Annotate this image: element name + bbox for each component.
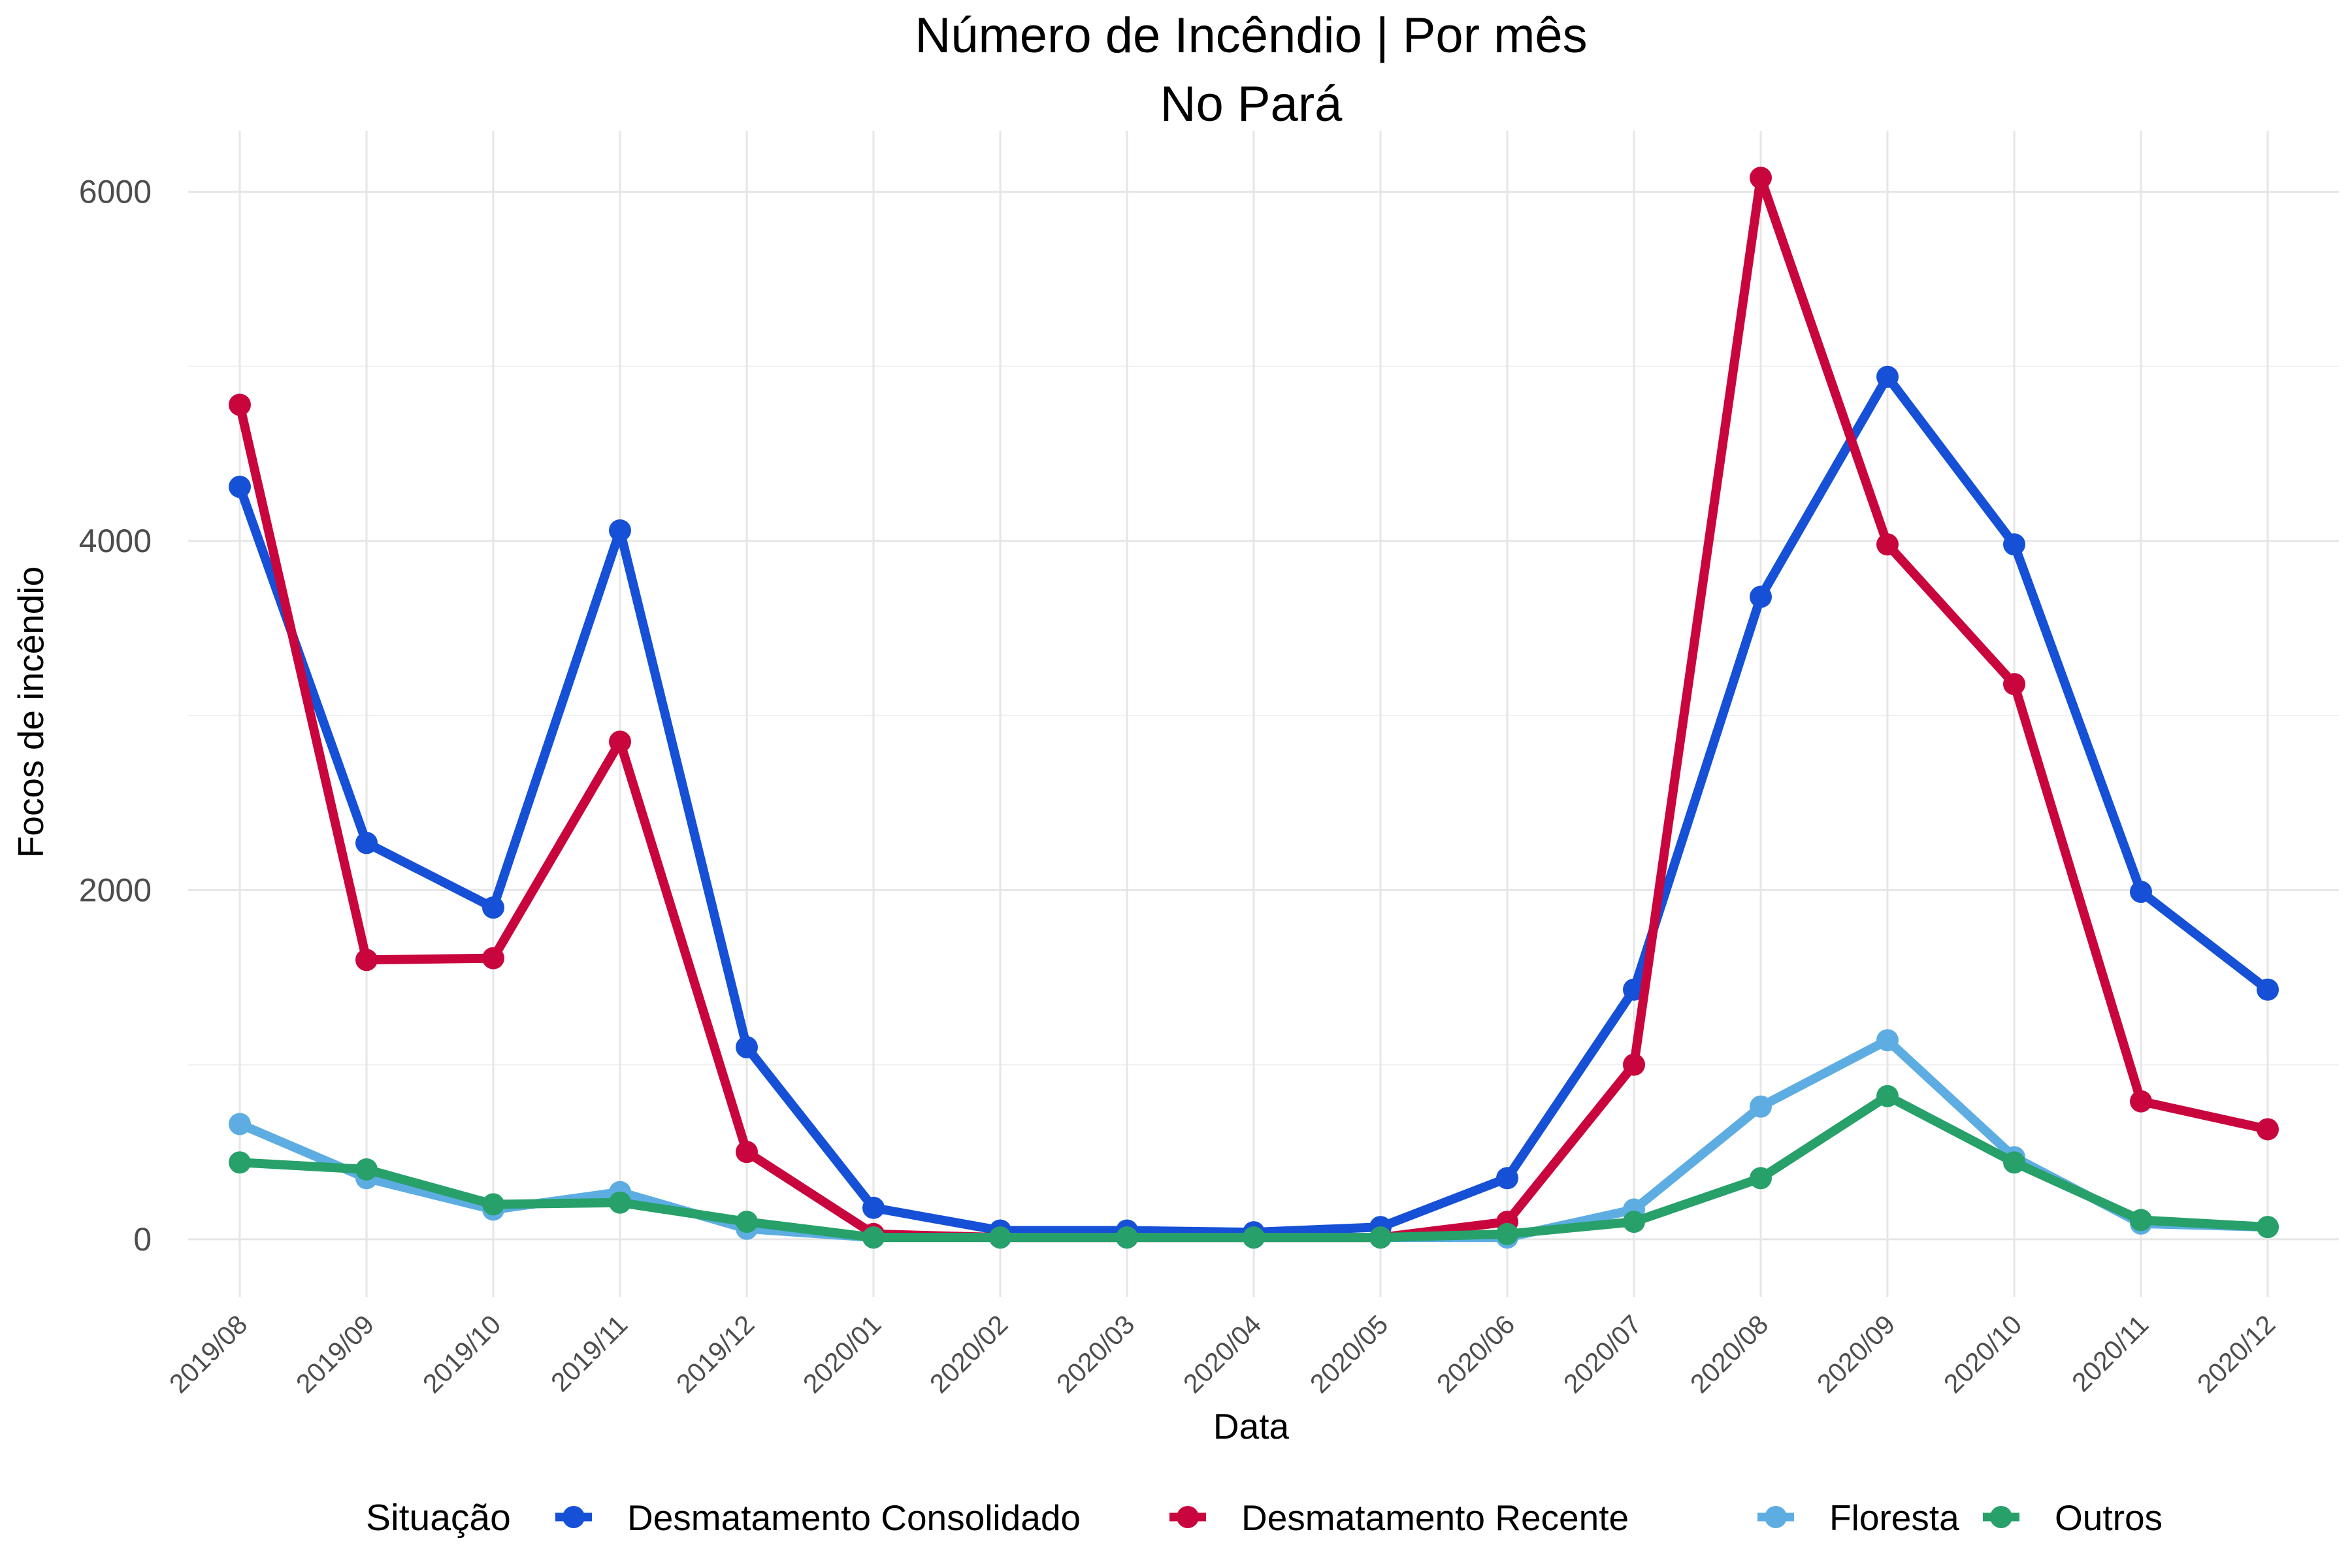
data-point xyxy=(482,896,504,919)
legend-key-point xyxy=(1177,1506,1199,1528)
data-point xyxy=(1623,1053,1645,1076)
x-axis-title: Data xyxy=(1213,1406,1290,1446)
x-tick-label: 2019/11 xyxy=(545,1309,633,1397)
data-point xyxy=(355,832,378,855)
data-point xyxy=(609,730,631,753)
data-point xyxy=(1750,167,1772,189)
x-tick-label: 2020/09 xyxy=(1811,1309,1901,1399)
series-layer xyxy=(229,167,2279,1249)
data-point xyxy=(1623,1211,1645,1233)
x-tick-label: 2020/11 xyxy=(2066,1309,2154,1397)
x-tick-label: 2020/05 xyxy=(1304,1309,1394,1399)
data-point xyxy=(1750,585,1772,608)
x-tick-label: 2020/02 xyxy=(924,1309,1013,1399)
legend-label: Outros xyxy=(2055,1497,2163,1538)
data-point xyxy=(2003,673,2025,696)
data-point xyxy=(229,1151,251,1174)
legend-title: Situação xyxy=(366,1497,511,1539)
x-tick-label: 2020/10 xyxy=(1938,1309,2027,1399)
data-point xyxy=(1876,1029,1899,1052)
data-point xyxy=(989,1226,1011,1249)
legend-label: Floresta xyxy=(1829,1497,1959,1538)
x-tick-label: 2020/08 xyxy=(1684,1309,1774,1399)
legend-label: Desmatamento Consolidado xyxy=(627,1497,1081,1538)
y-axis-title: Focos de incêndio xyxy=(10,566,51,858)
x-tick-label: 2020/07 xyxy=(1558,1309,1647,1399)
data-point xyxy=(736,1211,758,1233)
x-tick-label: 2020/03 xyxy=(1051,1309,1140,1399)
chart-subtitle: No Pará xyxy=(1160,76,1343,132)
x-tick-label: 2019/12 xyxy=(670,1309,760,1399)
data-point xyxy=(482,947,504,970)
y-axis-ticks: 0 2000 4000 6000 xyxy=(79,174,152,1258)
data-point xyxy=(1876,365,1899,388)
legend-key-point xyxy=(1990,1506,2012,1528)
y-tick-label: 0 xyxy=(133,1221,152,1258)
x-tick-label: 2020/01 xyxy=(797,1309,887,1399)
x-tick-label: 2019/09 xyxy=(290,1309,380,1399)
data-point xyxy=(2130,1209,2152,1232)
legend-key-point xyxy=(563,1506,585,1528)
x-tick-label: 2020/04 xyxy=(1177,1309,1267,1399)
x-tick-label: 2020/06 xyxy=(1431,1309,1520,1399)
data-point xyxy=(2130,881,2152,904)
data-point xyxy=(1243,1226,1265,1249)
data-point xyxy=(609,1191,631,1214)
y-tick-label: 6000 xyxy=(79,174,152,210)
legend-item: Floresta xyxy=(1757,1497,1959,1538)
chart-title: Número de Incêndio | Por mês xyxy=(915,8,1587,63)
data-point xyxy=(355,1158,378,1181)
data-point xyxy=(2130,1090,2152,1113)
data-point xyxy=(1750,1167,1772,1190)
data-point xyxy=(736,1036,758,1058)
data-point xyxy=(2003,1151,2025,1174)
data-point xyxy=(229,1113,251,1135)
series-group xyxy=(229,1085,2279,1249)
y-tick-label: 4000 xyxy=(79,523,152,559)
data-point xyxy=(1369,1226,1392,1249)
x-axis-ticks: 2019/08 2019/09 2019/10 2019/11 2019/12 2020/… xyxy=(163,1309,2281,1399)
data-point xyxy=(736,1141,758,1164)
data-point xyxy=(482,1193,504,1216)
data-point xyxy=(2003,533,2025,556)
legend-item: Desmatamento Recente xyxy=(1169,1497,1629,1538)
data-point xyxy=(2257,1216,2279,1239)
data-point xyxy=(229,393,251,416)
legend-key-point xyxy=(1765,1506,1787,1528)
data-point xyxy=(2257,978,2279,1001)
x-tick-label: 2019/10 xyxy=(417,1309,506,1399)
x-tick-label: 2020/12 xyxy=(2191,1309,2281,1399)
data-point xyxy=(229,476,251,498)
data-point xyxy=(1876,533,1899,556)
legend: Situação Desmatamento Consolidado Desmata… xyxy=(366,1497,2163,1539)
x-tick-label: 2019/08 xyxy=(163,1309,253,1399)
data-point xyxy=(1496,1222,1518,1245)
data-point xyxy=(355,949,378,972)
data-point xyxy=(2257,1118,2279,1141)
legend-label: Desmatamento Recente xyxy=(1241,1497,1629,1538)
data-point xyxy=(1876,1085,1899,1107)
data-point xyxy=(609,519,631,542)
grid xyxy=(188,131,2339,1297)
legend-item: Desmatamento Consolidado xyxy=(555,1497,1081,1538)
data-point xyxy=(1750,1095,1772,1118)
data-point xyxy=(1116,1226,1138,1249)
legend-item: Outros xyxy=(1983,1497,2163,1538)
y-tick-label: 2000 xyxy=(79,872,152,908)
data-point xyxy=(862,1196,885,1219)
data-point xyxy=(862,1226,885,1249)
data-point xyxy=(1496,1167,1518,1190)
